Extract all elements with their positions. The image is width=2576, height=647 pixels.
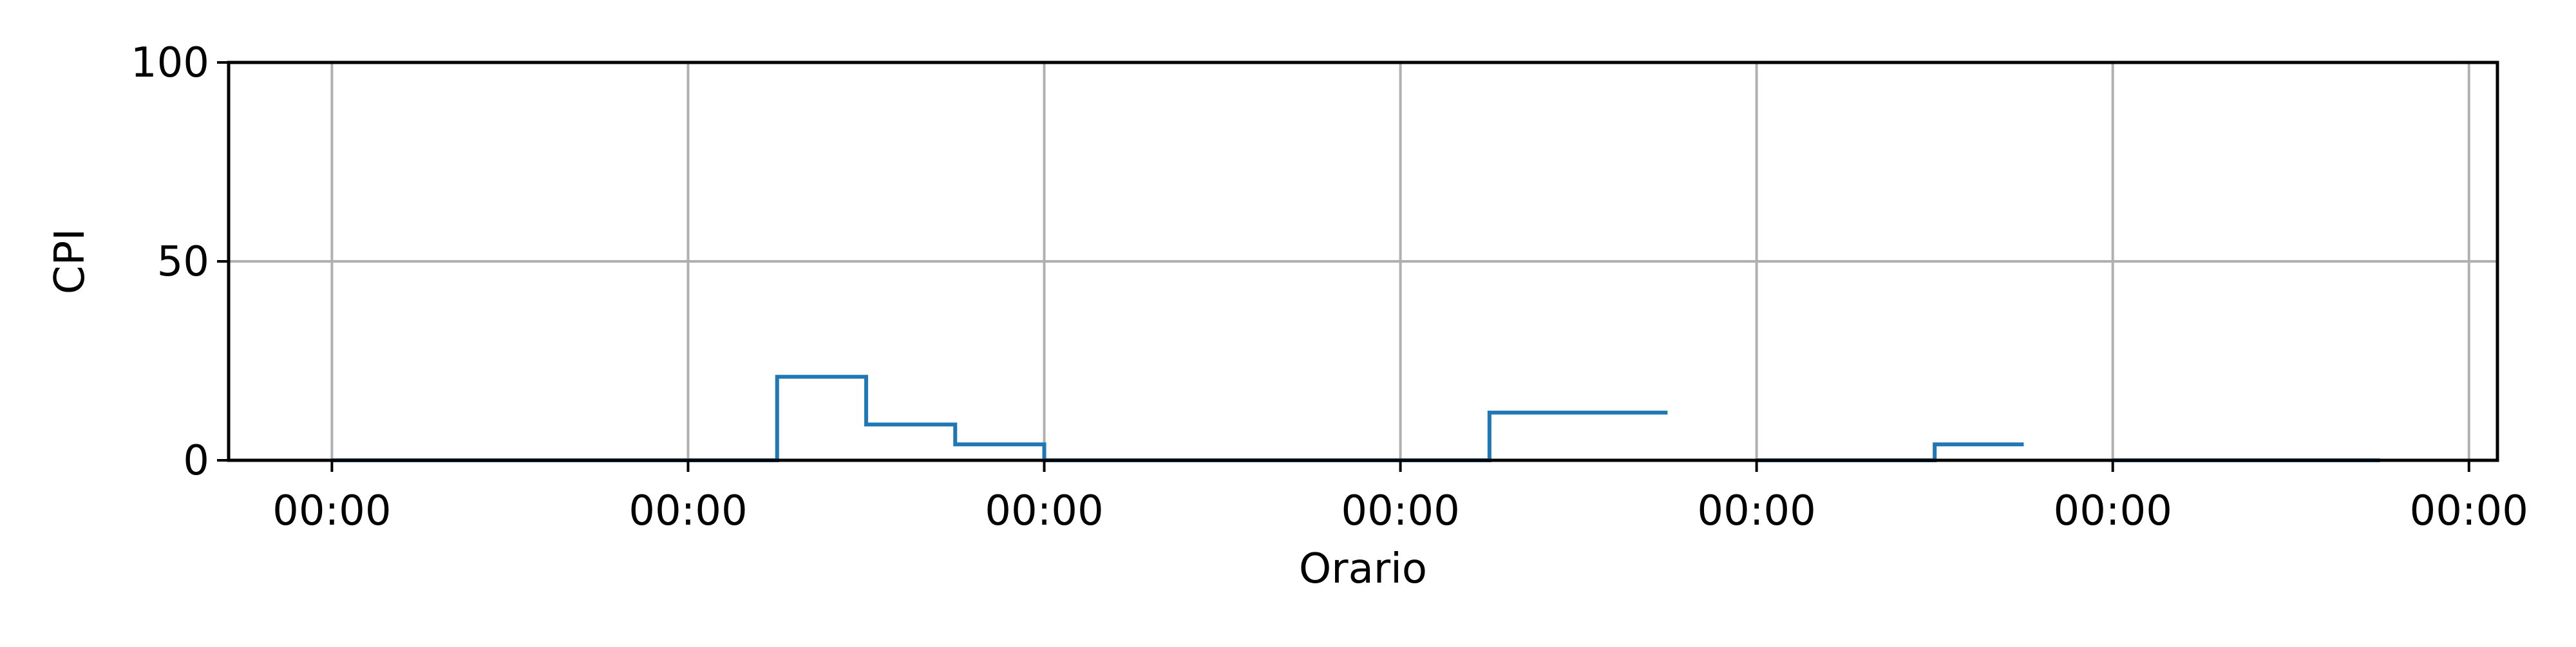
x-tick-label: 00:00 [272, 487, 391, 535]
x-tick-label: 00:00 [1697, 487, 1815, 535]
tick-layer: 00:00 00:00 00:00 00:00 00:00 00:00 00:00 0 50 10… [131, 39, 2528, 535]
series-step-line [1756, 442, 2024, 462]
grid-layer [229, 61, 2497, 462]
y-tick-label: 0 [183, 437, 209, 485]
x-tick-label: 00:00 [2053, 487, 2172, 535]
x-tick-label: 00:00 [2410, 487, 2528, 535]
y-tick-label: 50 [157, 238, 209, 286]
x-tick-label: 00:00 [629, 487, 747, 535]
y-axis-label: CPI [46, 229, 94, 294]
x-tick-label: 00:00 [985, 487, 1103, 535]
series-layer [332, 375, 2380, 462]
x-tick-label: 00:00 [1341, 487, 1459, 535]
y-tick-label: 100 [131, 39, 209, 87]
series-step-line [332, 375, 1668, 462]
x-axis-label: Orario [1299, 545, 1427, 593]
